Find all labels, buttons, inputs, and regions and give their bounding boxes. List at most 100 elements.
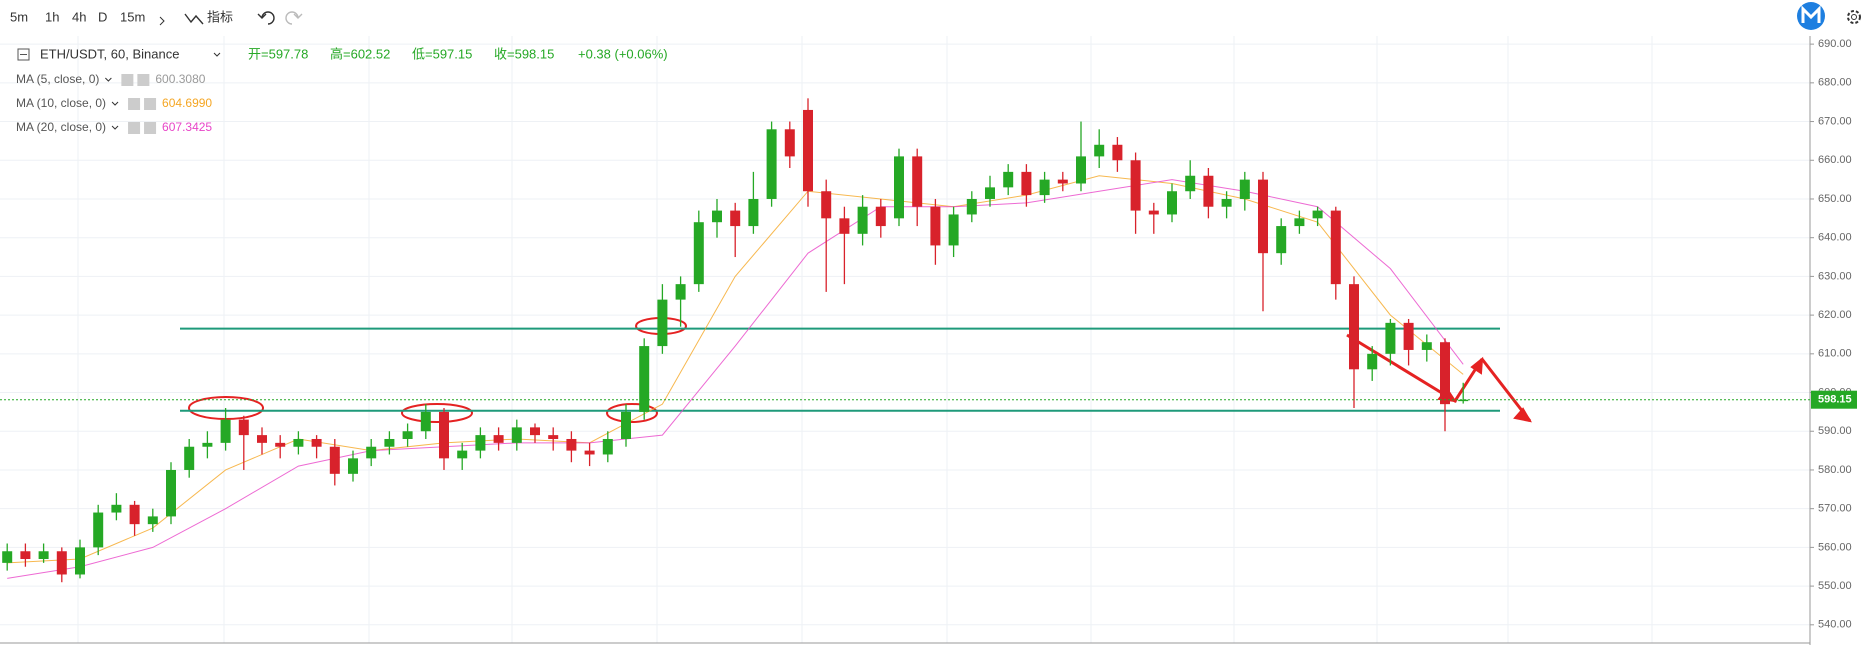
candle-body — [75, 547, 85, 575]
candle-body — [530, 427, 540, 436]
candle-body — [784, 129, 795, 157]
candle-body — [384, 438, 395, 447]
interval-button[interactable]: 5m — [10, 9, 28, 24]
indicators-button[interactable]: 指标 — [207, 9, 233, 24]
arrow-path — [1346, 333, 1532, 422]
remove-button[interactable] — [137, 74, 150, 86]
indicator-name[interactable]: MA (5, close, 0) — [16, 72, 99, 86]
settings-button[interactable] — [1847, 10, 1861, 24]
dropdown-icon[interactable] — [111, 101, 119, 106]
candle-body — [1421, 342, 1432, 350]
candle-body — [329, 446, 340, 474]
undo-button[interactable] — [257, 11, 275, 25]
candle-body — [675, 284, 686, 300]
candle-body — [712, 210, 722, 223]
candle-body — [566, 438, 577, 451]
y-tick-label: 560.00 — [1818, 541, 1852, 553]
highlight-ellipse — [401, 403, 473, 423]
candle-body — [857, 206, 868, 234]
candle-body — [621, 411, 631, 439]
candle-body — [1294, 218, 1305, 227]
candle-body — [1076, 156, 1086, 184]
candle-body — [20, 551, 31, 559]
candle-body — [366, 446, 377, 459]
candle-body — [166, 469, 176, 517]
candle-body — [1185, 175, 1196, 192]
candle-body — [930, 206, 941, 246]
candle-body — [238, 419, 249, 436]
candle-body — [985, 187, 995, 199]
indicator-name[interactable]: MA (20, close, 0) — [16, 120, 106, 134]
candle-body — [639, 346, 650, 412]
dropdown-icon[interactable] — [213, 52, 221, 57]
remove-button[interactable] — [144, 122, 157, 134]
candle-body — [602, 438, 613, 455]
candle-body — [1039, 179, 1050, 196]
candle-body — [1312, 210, 1323, 219]
interval-button[interactable]: D — [98, 9, 107, 24]
candle-body — [1385, 322, 1396, 354]
annotations — [188, 317, 1532, 423]
candle-body — [894, 156, 904, 219]
candle-body — [1330, 210, 1341, 285]
toolbar: 指标 5m 1h 4h D 15m — [10, 2, 1861, 30]
candle-body — [420, 411, 431, 432]
candle-body — [2, 551, 13, 563]
ohlc-value: 开=597.78 — [248, 46, 308, 61]
y-tick-label: 540.00 — [1818, 619, 1852, 631]
grid — [0, 36, 1810, 643]
candle-body — [257, 435, 267, 443]
candle-body — [1458, 399, 1469, 402]
remove-button[interactable] — [144, 98, 157, 110]
last-price-label: 598.15 — [1818, 394, 1852, 406]
symbol[interactable]: ETH/USDT, 60, Binance — [40, 46, 179, 61]
candle-body — [1349, 284, 1359, 370]
candle-body — [584, 450, 595, 455]
candle-body — [839, 218, 850, 234]
y-tick-label: 650.00 — [1818, 193, 1852, 205]
indicator-name[interactable]: MA (10, close, 0) — [16, 96, 106, 110]
y-tick-label: 580.00 — [1818, 464, 1852, 476]
candle-body — [202, 442, 213, 447]
candle-body — [220, 419, 231, 443]
candle-body — [1440, 342, 1450, 405]
dropdown-icon[interactable] — [159, 16, 165, 26]
y-tick-label: 570.00 — [1818, 503, 1852, 515]
ohlc-value: 高=602.52 — [330, 46, 390, 61]
dropdown-icon[interactable] — [105, 77, 112, 82]
interval-button[interactable]: 1h — [45, 9, 59, 24]
redo-button[interactable] — [285, 11, 303, 25]
candle-body — [693, 222, 704, 285]
candle-body — [1276, 226, 1287, 254]
indicator-icon[interactable] — [184, 13, 204, 25]
candle-body — [730, 210, 741, 227]
y-tick-label: 610.00 — [1818, 348, 1852, 360]
dropdown-icon[interactable] — [111, 125, 119, 130]
candle-body — [1258, 179, 1268, 254]
candle-body — [748, 198, 759, 227]
interval-button[interactable]: 4h — [72, 9, 86, 24]
candle-body — [803, 109, 813, 192]
visibility-button[interactable] — [128, 122, 141, 134]
ma-line — [7, 175, 1464, 564]
candle-body — [1130, 160, 1141, 211]
y-tick-label: 670.00 — [1818, 115, 1852, 127]
candle-body — [1021, 171, 1032, 196]
visibility-button[interactable] — [128, 98, 141, 110]
candle-body — [1057, 179, 1068, 184]
candle-body — [948, 214, 959, 246]
candle-body — [912, 156, 923, 207]
y-tick-label: 620.00 — [1818, 309, 1852, 321]
y-tick-label: 680.00 — [1818, 77, 1852, 89]
collapse-icon[interactable] — [17, 48, 30, 61]
candle-body — [184, 446, 195, 470]
legend: ETH/USDT, 60, Binance 开=597.78 高=602.52 低=… — [16, 46, 668, 134]
candle-body — [1148, 210, 1159, 215]
candle-body — [56, 551, 67, 575]
visibility-button[interactable] — [121, 74, 134, 86]
interval-button[interactable]: 15m — [120, 9, 145, 24]
candle-body — [493, 435, 504, 443]
candle-body — [1203, 175, 1214, 207]
